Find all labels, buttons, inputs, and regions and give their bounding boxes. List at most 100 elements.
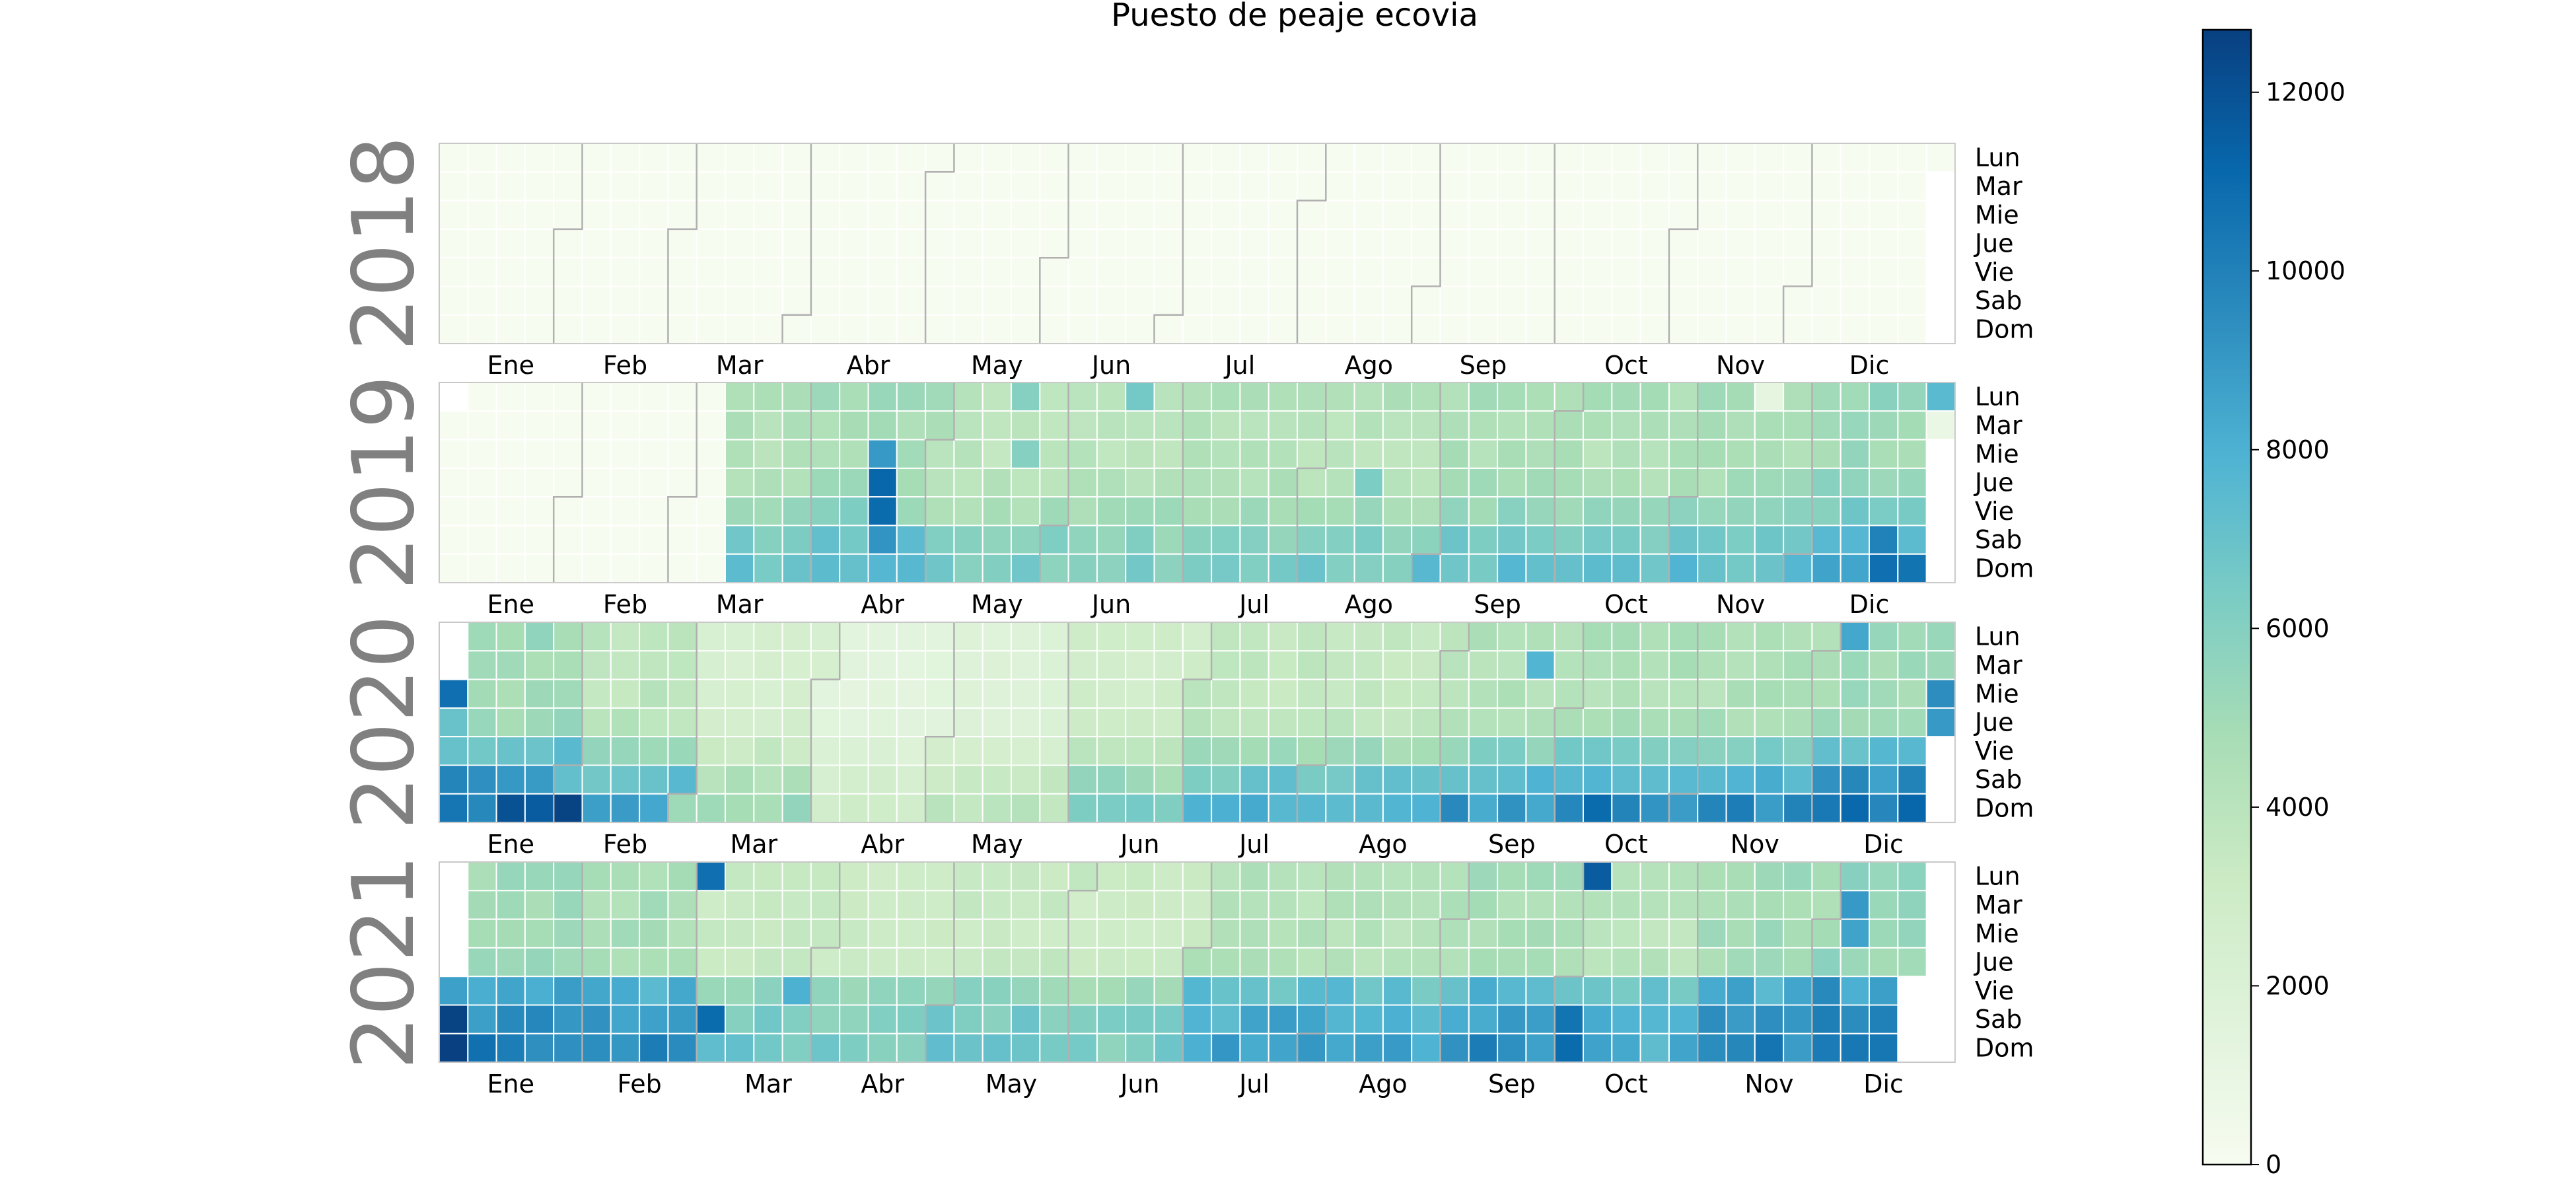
day-cell [1725, 143, 1756, 173]
weekday-label: Vie [1975, 737, 2014, 766]
day-cell [1725, 285, 1756, 316]
month-label: Ene [487, 1069, 534, 1099]
day-cell [1153, 678, 1184, 709]
day-cell [1554, 793, 1584, 824]
month-boundary [1811, 622, 1842, 823]
day-cell [1439, 650, 1470, 680]
day-cell [1411, 976, 1441, 1006]
day-cell [1583, 285, 1613, 316]
day-cell [1525, 314, 1556, 345]
day-cell [1182, 171, 1213, 201]
day-cell [1039, 707, 1069, 738]
day-cell [781, 314, 812, 345]
day-cell [1611, 314, 1641, 345]
day-cell [982, 257, 1012, 287]
weekday-label: Mie [1975, 679, 2019, 708]
day-cell [1525, 439, 1556, 469]
day-cell [1897, 314, 1927, 345]
day-cell [725, 650, 755, 680]
month-boundary [667, 382, 698, 583]
day-cell [1525, 228, 1556, 259]
day-cell [1325, 171, 1355, 201]
day-cell [839, 976, 869, 1006]
day-cell [1497, 678, 1527, 709]
weekday-label: Mar [1975, 651, 2022, 680]
month-boundary [924, 622, 955, 823]
day-cell [1096, 793, 1127, 824]
day-cell [725, 890, 755, 920]
day-cell [1583, 918, 1613, 949]
day-cell [1411, 467, 1441, 498]
day-cell [667, 199, 698, 230]
day-cell [1125, 553, 1155, 584]
day-cell [781, 439, 812, 469]
day-cell [1067, 1032, 1098, 1063]
day-cell [925, 382, 955, 412]
day-cell [896, 257, 927, 287]
weekday-label: Mie [1975, 200, 2019, 229]
day-cell [495, 1032, 526, 1063]
month-label: Ene [487, 590, 534, 619]
day-cell [867, 199, 898, 230]
day-cell [1525, 861, 1556, 892]
day-cell [667, 947, 698, 978]
day-cell [610, 976, 641, 1006]
day-cell [1725, 650, 1756, 680]
month-label: Abr [861, 590, 904, 619]
day-cell [696, 707, 726, 738]
day-cell [1297, 1032, 1327, 1063]
day-cell [524, 524, 555, 555]
panel-frame [439, 622, 1956, 824]
day-cell [1497, 707, 1527, 738]
day-cell [1239, 199, 1270, 230]
years-layer: Ene Feb Mar Abr May Jun Jul Ago Sep Oct Nov DicLunM… [335, 136, 2034, 1099]
day-cell [495, 707, 526, 738]
day-cell [1039, 976, 1069, 1006]
day-cell [781, 199, 812, 230]
day-cell [1096, 467, 1127, 498]
day-cell [1239, 707, 1270, 738]
day-cell [1811, 199, 1842, 230]
day-cell [1353, 257, 1384, 287]
day-cell [1611, 171, 1641, 201]
day-cell [1554, 678, 1584, 709]
day-cell [696, 736, 726, 766]
day-cell [524, 285, 555, 316]
year-panel-2020: Ene Feb Mar Abr May Jun Jul Ago Sep Oct Nov DicLunM… [335, 615, 2034, 859]
month-boundary [1296, 622, 1327, 823]
day-cell [467, 1004, 497, 1034]
day-cell [953, 622, 984, 652]
day-cell [1039, 285, 1069, 316]
day-cell [1583, 678, 1613, 709]
day-cell [1011, 1032, 1041, 1063]
day-cell [495, 439, 526, 469]
day-cell [1067, 793, 1098, 824]
month-label: Abr [847, 351, 890, 380]
day-cell [639, 199, 669, 230]
day-cell [1211, 314, 1241, 345]
day-cell [810, 143, 841, 173]
month-boundary [1296, 862, 1327, 1063]
day-cell [1268, 199, 1298, 230]
day-cell [1011, 1004, 1041, 1034]
day-cell [725, 553, 755, 584]
day-cell [1268, 285, 1298, 316]
day-cell [1182, 439, 1213, 469]
day-cell [1125, 793, 1155, 824]
day-cell [1869, 524, 1899, 555]
day-cell [1811, 861, 1842, 892]
day-cell [810, 650, 841, 680]
day-cell [639, 918, 669, 949]
day-cell [1096, 861, 1127, 892]
day-cell [1096, 918, 1127, 949]
day-cell [1011, 764, 1041, 795]
day-cell [1039, 496, 1069, 526]
day-cell [696, 199, 726, 230]
day-cell [1697, 382, 1727, 412]
day-cell [1382, 143, 1413, 173]
day-cell [1153, 496, 1184, 526]
day-cell [1497, 947, 1527, 978]
day-cell [1697, 524, 1727, 555]
day-cell [753, 314, 783, 345]
day-cell [1153, 143, 1184, 173]
